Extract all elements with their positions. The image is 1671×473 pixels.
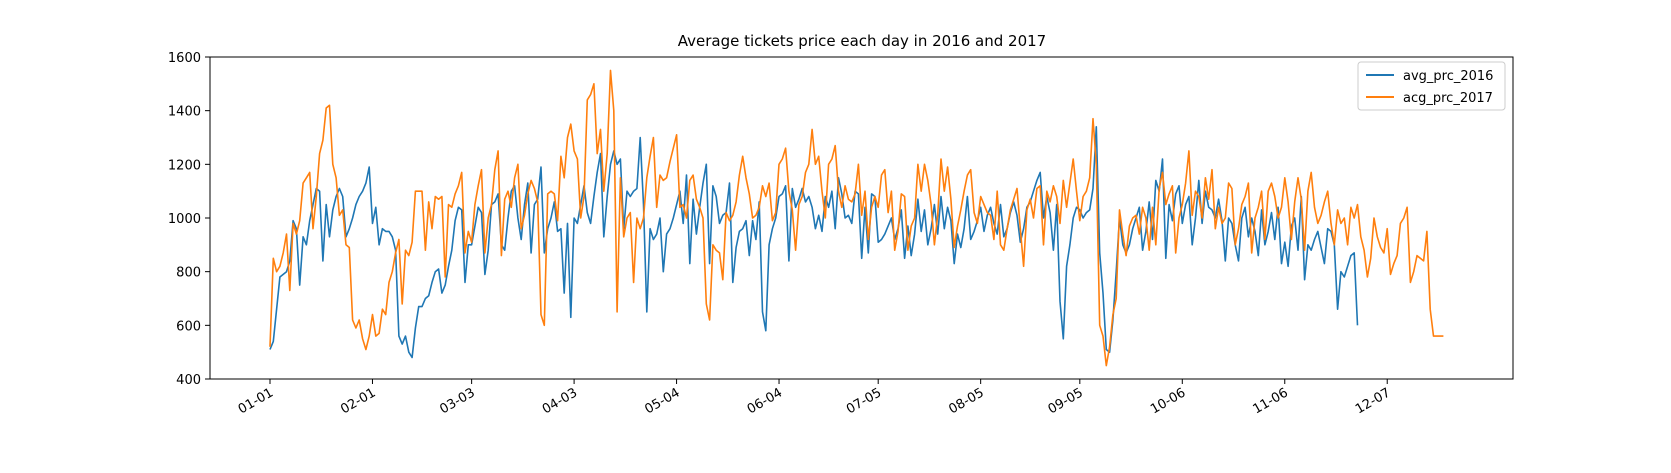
- y-tick-label: 1400: [168, 105, 201, 120]
- x-tick-label: 02-01: [338, 385, 378, 417]
- legend-label-avg-prc-2016: avg_prc_2016: [1403, 69, 1493, 84]
- x-tick-label: 09-05: [1046, 385, 1086, 417]
- x-tick-label: 11-06: [1251, 385, 1291, 417]
- series-line-acg-prc-2017: [269, 69, 1444, 367]
- y-tick-label: 800: [176, 266, 201, 281]
- legend-box: [1357, 61, 1506, 111]
- plot-frame: [209, 56, 1514, 380]
- x-tick-label: 03-03: [437, 385, 477, 417]
- y-axis: 400 600 800 1000 1200 1400 1600: [168, 51, 210, 388]
- x-tick-label: 05-04: [642, 385, 682, 417]
- x-tick-label: 01-01: [236, 385, 276, 417]
- series-layer: [269, 69, 1444, 367]
- legend: avg_prc_2016 acg_prc_2017: [1357, 61, 1506, 111]
- x-axis: 01-01 02-01 03-03 04-03 05-04 06-04 07-05 08-05…: [236, 379, 1393, 417]
- x-tick-label: 04-03: [540, 385, 580, 417]
- x-tick-label: 06-04: [745, 385, 785, 417]
- plot-area: [209, 56, 1514, 380]
- x-tick-label: 08-05: [946, 385, 986, 417]
- x-tick-label: 12-07: [1353, 385, 1393, 417]
- x-tick-label: 07-05: [844, 385, 884, 417]
- chart-title: Average tickets price each day in 2016 a…: [678, 32, 1046, 50]
- legend-label-acg-prc-2017: acg_prc_2017: [1403, 91, 1493, 106]
- y-tick-label: 1200: [168, 158, 201, 173]
- x-tick-label: 10-06: [1148, 385, 1188, 417]
- y-tick-label: 1000: [168, 212, 201, 227]
- y-tick-label: 1600: [168, 51, 201, 66]
- y-tick-label: 400: [176, 373, 201, 388]
- series-line-avg-prc-2016: [269, 126, 1359, 359]
- y-tick-label: 600: [176, 319, 201, 334]
